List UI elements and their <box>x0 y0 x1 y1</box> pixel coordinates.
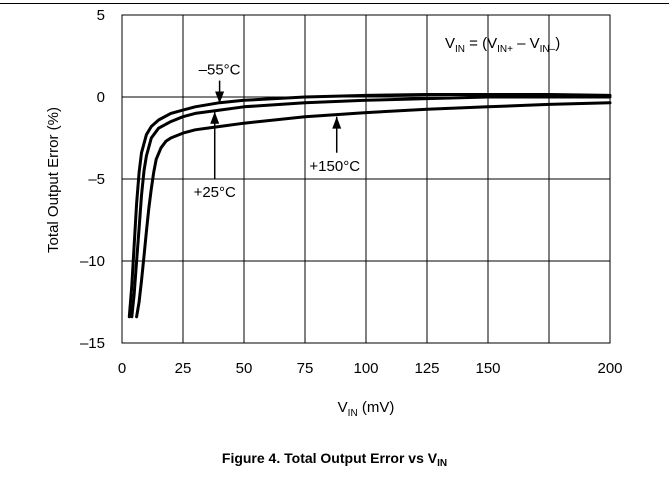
grid-layer <box>121 14 611 344</box>
label-plus150c: +150°C <box>309 158 360 175</box>
x-tick-label: 150 <box>475 360 500 377</box>
x-axis-label: VIN (mV) <box>338 399 395 419</box>
p25-arrowhead <box>210 111 220 124</box>
x-tick-label: 50 <box>236 360 253 377</box>
label-minus55c: –55°C <box>199 62 241 79</box>
x-tick-label: 75 <box>297 360 314 377</box>
caption-subscript: IN <box>437 458 448 469</box>
vin-equation: VIN = (VIN+ – VIN–) <box>445 35 560 55</box>
p150-arrowhead <box>332 116 342 129</box>
plot-frame <box>121 14 611 344</box>
top-rule <box>0 3 669 4</box>
y-tick-label: –15 <box>80 335 105 352</box>
x-tick-label: 125 <box>414 360 439 377</box>
figure-caption: Figure 4. Total Output Error vs VIN <box>0 450 669 469</box>
series-layer <box>127 93 612 319</box>
annotation-layer: –55°C +25°C +150°C <box>194 62 361 201</box>
label-plus25c: +25°C <box>194 184 236 201</box>
y-axis-label: Total Output Error (%) <box>45 107 62 253</box>
x-tick-label: 0 <box>118 360 126 377</box>
series-line-0 <box>127 93 612 319</box>
y-tick-label: 5 <box>97 7 105 24</box>
m55-arrowhead <box>215 91 225 104</box>
x-tick-label: 200 <box>597 360 622 377</box>
y-tick-label: –10 <box>80 253 105 270</box>
series-line-2 <box>135 101 612 319</box>
series-line-1 <box>130 95 612 319</box>
y-tick-label: –5 <box>88 171 105 188</box>
x-tick-label: 25 <box>175 360 192 377</box>
caption-text: Figure 4. Total Output Error vs V <box>221 450 438 466</box>
total-output-error-chart: –55°C+25°C+150°C 0 25 50 75 100 125 150 20050–5… <box>45 7 623 419</box>
y-tick-label: 0 <box>97 89 105 106</box>
x-tick-label: 100 <box>353 360 378 377</box>
